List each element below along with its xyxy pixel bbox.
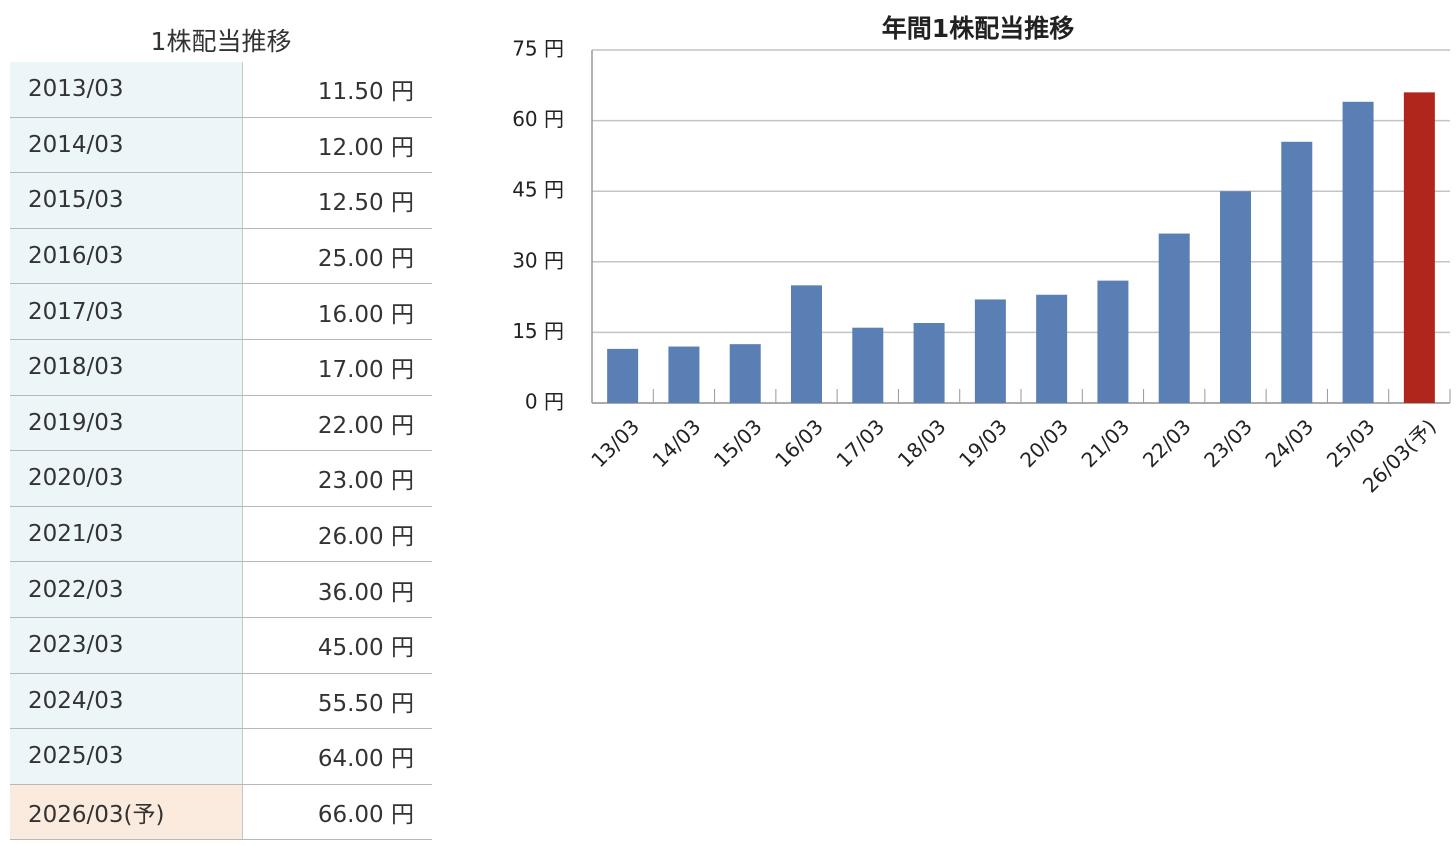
- dividend-cell: 45.00 円: [242, 617, 432, 674]
- x-tick-label: 21/03: [1077, 414, 1135, 472]
- dividend-cell: 22.00 円: [242, 395, 432, 452]
- period-cell: 2021/03: [10, 506, 243, 563]
- y-tick-label: 15 円: [512, 319, 564, 343]
- x-tick-label: 22/03: [1138, 414, 1196, 472]
- dividend-table: 2013/03 11.50 円 2014/03 12.00 円 2015/03 12.50…: [10, 62, 432, 841]
- bar: [1281, 141, 1313, 403]
- period-cell: 2013/03: [10, 62, 243, 118]
- table-row: 2018/03 17.00 円: [10, 339, 432, 396]
- table-row: 2026/03(予) 66.00 円: [10, 784, 432, 841]
- x-tick-label: 25/03: [1322, 414, 1380, 472]
- table-row: 2013/03 11.50 円: [10, 62, 432, 118]
- bar: [607, 348, 639, 403]
- y-tick-label: 30 円: [512, 248, 564, 272]
- table-row: 2019/03 22.00 円: [10, 395, 432, 452]
- bar: [1158, 233, 1190, 403]
- table-row: 2017/03 16.00 円: [10, 283, 432, 340]
- bar: [1342, 101, 1374, 404]
- bar: [1220, 191, 1251, 403]
- period-cell: 2022/03: [10, 561, 243, 618]
- bar: [913, 322, 945, 403]
- dividend-cell: 64.00 円: [242, 728, 432, 785]
- period-cell: 2026/03(予): [10, 784, 243, 841]
- x-tick-label: 18/03: [893, 414, 951, 472]
- dividend-cell: 12.00 円: [242, 117, 432, 174]
- x-tick-label: 23/03: [1199, 414, 1257, 472]
- dividend-cell: 25.00 円: [242, 228, 432, 285]
- dividend-cell: 16.00 円: [242, 283, 432, 340]
- period-cell: 2019/03: [10, 395, 243, 452]
- y-tick-label: 0 円: [525, 390, 564, 414]
- y-tick-label: 45 円: [512, 178, 564, 202]
- table-title: 1株配当推移: [150, 27, 292, 56]
- dividend-cell: 66.00 円: [242, 784, 432, 841]
- period-cell: 2024/03: [10, 673, 243, 730]
- table-row: 2016/03 25.00 円: [10, 228, 432, 285]
- x-tick-label: 13/03: [586, 414, 644, 472]
- table-row: 2025/03 64.00 円: [10, 728, 432, 785]
- dividend-cell: 17.00 円: [242, 339, 432, 396]
- dividend-cell: 55.50 円: [242, 673, 432, 730]
- bar: [668, 346, 700, 403]
- x-tick-label: 16/03: [770, 414, 828, 472]
- x-tick-label: 19/03: [954, 414, 1012, 472]
- x-tick-label: 20/03: [1015, 414, 1073, 472]
- table-row: 2015/03 12.50 円: [10, 172, 432, 229]
- table-row: 2023/03 45.00 円: [10, 617, 432, 674]
- x-tick-label: 14/03: [648, 414, 706, 472]
- dividend-cell: 36.00 円: [242, 561, 432, 618]
- y-tick-label: 60 円: [512, 107, 564, 131]
- period-cell: 2014/03: [10, 117, 243, 174]
- table-row: 2014/03 12.00 円: [10, 117, 432, 174]
- period-cell: 2015/03: [10, 172, 243, 229]
- x-tick-label: 15/03: [709, 414, 767, 472]
- period-cell: 2016/03: [10, 228, 243, 285]
- x-tick-label: 24/03: [1260, 414, 1318, 472]
- table-row: 2024/03 55.50 円: [10, 673, 432, 730]
- table-row: 2021/03 26.00 円: [10, 506, 432, 563]
- dividend-cell: 23.00 円: [242, 450, 432, 507]
- period-cell: 2023/03: [10, 617, 243, 674]
- y-tick-label: 75 円: [512, 37, 564, 61]
- bar: [729, 344, 761, 403]
- dividend-cell: 26.00 円: [242, 506, 432, 563]
- period-cell: 2017/03: [10, 283, 243, 340]
- bar: [1097, 280, 1129, 403]
- chart-title: 年間1株配当推移: [882, 14, 1074, 43]
- period-cell: 2025/03: [10, 728, 243, 785]
- bar: [791, 285, 822, 403]
- period-cell: 2020/03: [10, 450, 243, 507]
- bar: [1036, 294, 1068, 403]
- x-tick-label: 17/03: [831, 414, 889, 472]
- period-cell: 2018/03: [10, 339, 243, 396]
- dividend-cell: 11.50 円: [242, 62, 432, 118]
- dividend-cell: 12.50 円: [242, 172, 432, 229]
- bar: [974, 299, 1006, 403]
- table-row: 2020/03 23.00 円: [10, 450, 432, 507]
- bar: [1403, 92, 1435, 404]
- table-row: 2022/03 36.00 円: [10, 561, 432, 618]
- bar: [852, 327, 884, 403]
